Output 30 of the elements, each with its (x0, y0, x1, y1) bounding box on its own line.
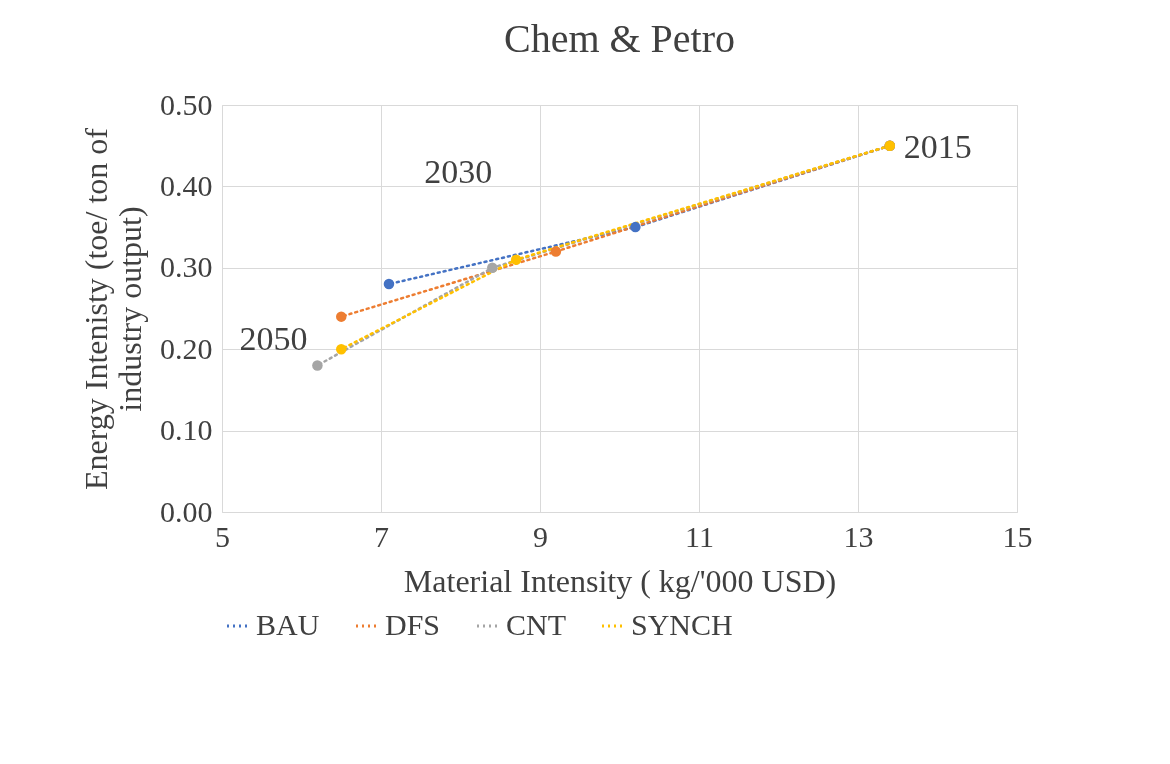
y-tick-label: 0.40 (160, 168, 213, 202)
x-tick-label: 13 (843, 519, 874, 553)
y-tick-label: 0.10 (160, 413, 213, 447)
y-tick-label: 0.00 (160, 494, 213, 528)
legend-label: DFS (385, 608, 441, 641)
x-tick-label: 7 (374, 519, 389, 553)
point (336, 311, 347, 322)
legend-label: BAU (256, 608, 320, 641)
point (550, 246, 562, 257)
annotation: 2030 (424, 152, 493, 190)
y-axis-title: Energy Intenisty (toe/ ton of industry output) (78, 127, 148, 490)
legend-label: SYNCH (631, 608, 733, 641)
x-tick-label: 9 (533, 519, 548, 553)
x-tick-label: 11 (685, 519, 714, 553)
annotation: 2050 (239, 320, 308, 358)
y-tick-label: 0.50 (160, 87, 213, 121)
x-tick-label: 5 (215, 519, 230, 553)
x-axis-title: Material Intensity ( kg/'000 USD) (403, 562, 837, 599)
x-tick-label: 15 (1002, 519, 1033, 553)
point (383, 278, 395, 290)
point (510, 254, 522, 265)
point (630, 221, 641, 233)
point (487, 262, 498, 274)
legend-label: CNT (506, 608, 566, 641)
y-tick-label: 0.20 (160, 331, 213, 365)
point (336, 343, 347, 355)
annotation: 2015 (903, 127, 972, 165)
y-tick-label: 0.30 (160, 250, 213, 284)
point (312, 360, 323, 371)
chart-title: Chem & Petro (503, 16, 736, 61)
